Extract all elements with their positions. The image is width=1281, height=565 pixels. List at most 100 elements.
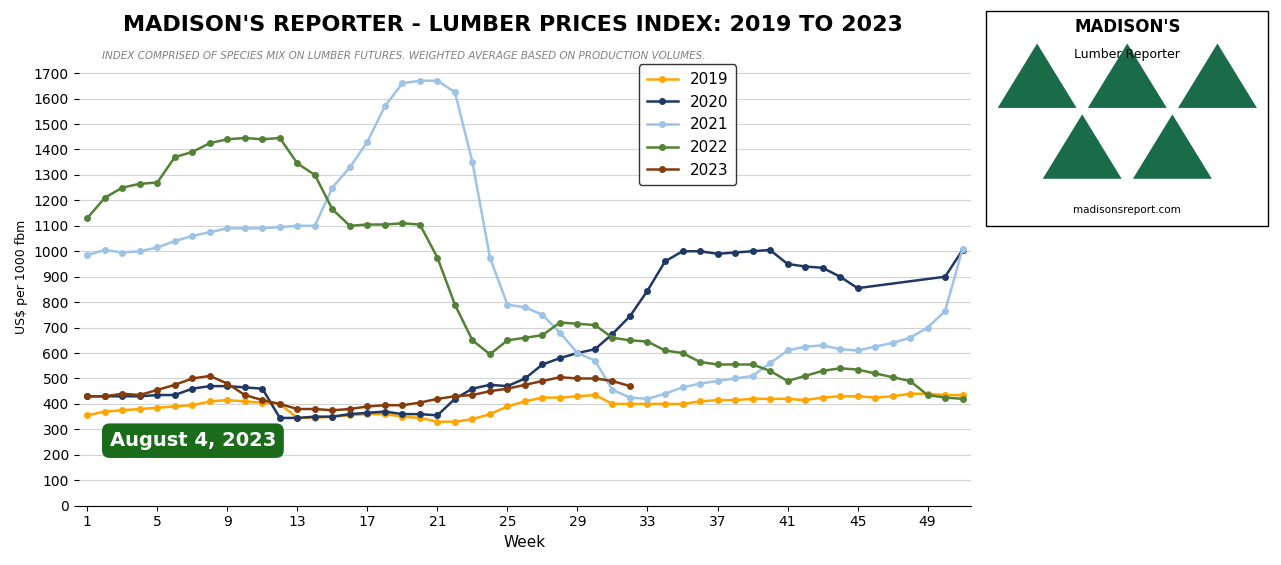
2023 [79, 393, 95, 399]
2020 [255, 385, 270, 392]
2023 [447, 393, 462, 399]
2022 [79, 215, 95, 221]
Text: MADISON'S: MADISON'S [1073, 18, 1181, 36]
2023 [518, 381, 533, 388]
2023 [219, 380, 234, 387]
2023 [412, 399, 428, 406]
Polygon shape [998, 44, 1076, 108]
Line: 2021: 2021 [85, 78, 966, 402]
2019 [79, 412, 95, 419]
Text: August 4, 2023: August 4, 2023 [110, 431, 275, 450]
Legend: 2019, 2020, 2021, 2022, 2023: 2019, 2020, 2021, 2022, 2023 [639, 64, 737, 185]
2020 [780, 260, 796, 267]
2022 [360, 221, 375, 228]
Polygon shape [1179, 44, 1257, 108]
2022 [675, 350, 690, 357]
2023 [482, 388, 497, 394]
2020 [762, 246, 778, 253]
2020 [412, 411, 428, 418]
2023 [114, 390, 129, 397]
2020 [692, 248, 707, 255]
2021 [79, 251, 95, 258]
2020 [150, 392, 165, 398]
2023 [465, 392, 480, 398]
2019 [954, 392, 970, 398]
2023 [307, 406, 323, 412]
2020 [797, 263, 812, 270]
2020 [97, 393, 113, 399]
2019 [938, 392, 953, 398]
2020 [623, 313, 638, 320]
2020 [639, 287, 655, 294]
2020 [132, 393, 147, 399]
2020 [500, 383, 515, 389]
Text: madisonsreport.com: madisonsreport.com [1073, 205, 1181, 215]
2023 [272, 401, 287, 407]
2020 [290, 415, 305, 421]
2020 [219, 383, 234, 389]
2022 [938, 394, 953, 401]
2021 [272, 224, 287, 231]
2020 [518, 375, 533, 382]
Line: 2019: 2019 [85, 391, 966, 424]
2020 [744, 248, 760, 255]
2023 [97, 393, 113, 399]
2023 [500, 385, 515, 392]
2020 [728, 249, 743, 256]
2020 [605, 331, 620, 337]
2021 [938, 308, 953, 315]
2021 [412, 77, 428, 84]
2019 [272, 401, 287, 407]
2023 [132, 392, 147, 398]
2020 [465, 385, 480, 392]
2019 [902, 390, 917, 397]
2020 [570, 350, 585, 357]
2020 [324, 413, 339, 420]
2020 [114, 393, 129, 399]
2022 [954, 396, 970, 402]
2020 [675, 248, 690, 255]
2021 [639, 396, 655, 402]
Polygon shape [1043, 114, 1122, 179]
2019 [342, 412, 357, 419]
2023 [377, 402, 392, 408]
2023 [150, 386, 165, 393]
Text: MADISON'S REPORTER - LUMBER PRICES INDEX: 2019 TO 2023: MADISON'S REPORTER - LUMBER PRICES INDEX… [123, 15, 903, 35]
2020 [447, 396, 462, 402]
2023 [395, 402, 410, 408]
2023 [605, 377, 620, 384]
2023 [587, 375, 602, 382]
2023 [290, 406, 305, 412]
Polygon shape [1132, 114, 1212, 179]
2019 [728, 397, 743, 403]
2023 [623, 383, 638, 389]
Text: Lumber Reporter: Lumber Reporter [1075, 48, 1180, 61]
2020 [167, 392, 182, 398]
2021 [744, 372, 760, 379]
2019 [429, 418, 445, 425]
2021 [954, 245, 970, 252]
2020 [849, 285, 865, 292]
2020 [395, 411, 410, 418]
2021 [692, 380, 707, 387]
Text: INDEX COMPRISED OF SPECIES MIX ON LUMBER FUTURES. WEIGHTED AVERAGE BASED ON PROD: INDEX COMPRISED OF SPECIES MIX ON LUMBER… [102, 51, 706, 62]
2022 [728, 361, 743, 368]
2020 [377, 408, 392, 415]
2020 [482, 381, 497, 388]
2020 [184, 385, 200, 392]
2022 [237, 134, 252, 141]
2020 [954, 246, 970, 253]
2020 [552, 355, 567, 362]
2021 [360, 138, 375, 145]
2023 [570, 375, 585, 382]
2020 [307, 413, 323, 420]
2020 [342, 411, 357, 418]
Line: 2022: 2022 [85, 135, 966, 402]
2020 [710, 250, 725, 257]
2020 [79, 393, 95, 399]
2022 [377, 221, 392, 228]
2023 [360, 403, 375, 410]
2020 [202, 383, 218, 389]
2020 [429, 412, 445, 419]
2023 [552, 374, 567, 381]
